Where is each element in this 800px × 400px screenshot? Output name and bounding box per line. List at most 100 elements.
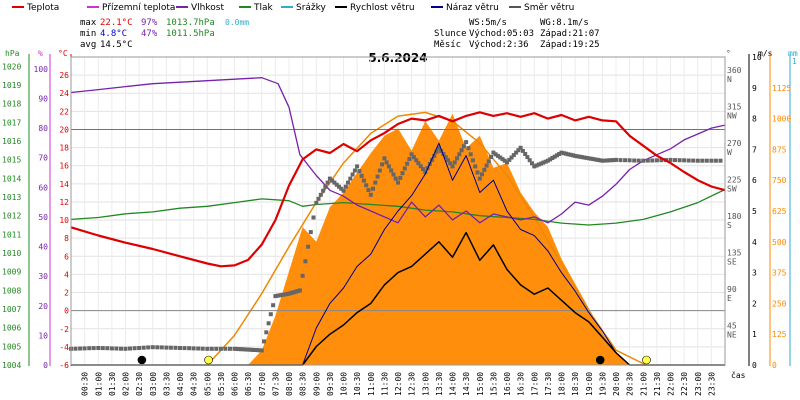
series-wind-direction-point — [434, 149, 439, 154]
tick-label-celsius: 24 — [59, 89, 69, 98]
tick-label-time: 05:30 — [217, 372, 226, 396]
series-wind-direction-point — [178, 346, 182, 350]
series-wind-direction-point — [523, 152, 528, 156]
series-wind-direction-point — [591, 157, 596, 162]
series-wind-direction-point — [589, 156, 593, 161]
marker-moonset — [595, 355, 605, 365]
series-wind-direction-point — [259, 348, 264, 353]
stat-wind-gust: WG:8.1m/s — [540, 18, 589, 28]
series-wind-direction-point — [141, 345, 146, 350]
series-wind-direction-point — [423, 170, 428, 175]
series-wind-direction-point — [455, 156, 459, 161]
series-wind-direction-point — [366, 188, 371, 193]
series-wind-direction-point — [268, 312, 273, 317]
series-wind-direction-point — [330, 178, 335, 183]
series-wind-direction-point — [389, 168, 394, 173]
legend-label-rychlost-vetru: Rychlost větru — [350, 3, 415, 13]
tick-label-celsius: 12 — [59, 198, 69, 207]
plot-frame — [70, 56, 726, 366]
tick-label-solar: 1125 — [772, 84, 791, 93]
plot-area — [69, 56, 726, 366]
moonrise-time: Východ:2:36 — [469, 40, 529, 50]
series-wind-direction-point — [627, 158, 632, 163]
series-wind-direction-point — [82, 346, 87, 351]
tick-label-rain: 1 — [792, 57, 797, 66]
stat-avg-temp: 14.5°C — [100, 40, 133, 50]
series-wind-direction-point — [700, 158, 705, 163]
series-wind-direction-point — [650, 158, 655, 163]
series-wind-direction-point — [314, 200, 319, 205]
stat-max-temp: 22.1°C — [100, 18, 133, 28]
tick-label-wind: 2 — [752, 299, 757, 308]
tick-label-wind: 4 — [752, 238, 757, 247]
series-wind-direction-point — [668, 157, 673, 162]
series-wind-direction-point — [673, 158, 677, 163]
tick-label-solar: 0 — [772, 361, 777, 370]
series-wind-direction-point — [355, 164, 360, 169]
axis-tick-labels: 1020101910181017101610151014101310121011… — [2, 53, 797, 396]
series-wind-direction-point — [623, 158, 628, 163]
tick-label-direction: 360 — [727, 66, 742, 75]
series-wind-direction-point — [446, 158, 450, 163]
series-wind-direction-point — [477, 176, 482, 181]
moonset-time: Západ:19:25 — [540, 40, 600, 50]
series-wind-direction-point — [421, 167, 425, 172]
series-wind-direction-point — [436, 145, 441, 150]
series-wind-direction-point — [482, 167, 487, 172]
series-wind-direction-point — [495, 153, 500, 158]
series-wind-direction-point — [450, 164, 455, 169]
series-wind-direction-point — [718, 158, 723, 163]
series-wind-direction-point — [255, 348, 260, 353]
tick-label-percent: 0 — [43, 361, 48, 370]
series-wind-direction-point — [570, 153, 575, 158]
series-wind-direction-point — [311, 215, 316, 220]
series-wind-direction-point — [391, 172, 396, 177]
series-wind-direction-point — [645, 158, 650, 163]
series-wind-direction-point — [300, 273, 305, 278]
series-wind-direction-point — [545, 158, 550, 163]
series-wind-direction-point — [277, 293, 282, 298]
series-wind-direction-point — [607, 158, 612, 163]
series-wind-direction-point — [357, 169, 362, 174]
axis-unit-celsius: °C — [58, 49, 68, 58]
series-wind-direction-point — [348, 176, 353, 181]
tick-label-direction-compass: SE — [727, 258, 737, 267]
series-wind-direction-point — [530, 161, 534, 166]
series-wind-direction-point — [132, 346, 137, 351]
series-wind-direction-point — [691, 158, 696, 163]
series-wind-direction-point — [303, 259, 308, 264]
tick-label-time: 05:00 — [203, 372, 212, 396]
tick-label-hpa: 1020 — [2, 62, 21, 71]
series-wind-direction-point — [173, 345, 178, 350]
stats-block: max 22.1°C 97% 1013.7hPa 0.0mm min 4.8°C… — [80, 18, 600, 50]
series-wind-direction-point — [595, 157, 600, 162]
axis-unit-percent: % — [38, 49, 43, 58]
tick-label-time: 19:30 — [598, 372, 607, 396]
series-pressure-line — [70, 188, 726, 226]
tick-label-celsius: 0 — [64, 307, 69, 316]
series-wind-direction-point — [223, 346, 228, 351]
stat-min-temp: 4.8°C — [100, 29, 127, 39]
series-wind-direction-point — [430, 157, 435, 162]
series-wind-direction-point — [632, 158, 637, 163]
series-wind-direction-point — [577, 154, 582, 159]
tick-label-time: 03:30 — [162, 372, 171, 396]
series-wind-direction-point — [182, 346, 187, 351]
series-wind-direction-point — [232, 346, 237, 351]
tick-label-percent: 40 — [38, 243, 48, 252]
tick-label-solar: 375 — [772, 269, 787, 278]
series-wind-direction-point — [332, 180, 337, 185]
series-wind-direction-point — [346, 180, 350, 185]
series-wind-direction-point — [548, 157, 553, 162]
axis-unit-wind: m/s — [758, 49, 773, 58]
tick-label-wind: 3 — [752, 269, 757, 278]
series-wind-direction-point — [384, 160, 389, 165]
series-wind-direction-point — [473, 164, 478, 169]
series-wind-direction-point — [137, 346, 142, 350]
axis-unit-hpa: hPa — [5, 49, 20, 58]
stat-min-label: min — [80, 29, 96, 39]
series-wind-direction-point — [416, 161, 421, 166]
series-wind-direction-point — [555, 153, 559, 158]
series-wind-direction-point — [308, 230, 313, 235]
axis-unit-direction: ° — [726, 49, 731, 58]
